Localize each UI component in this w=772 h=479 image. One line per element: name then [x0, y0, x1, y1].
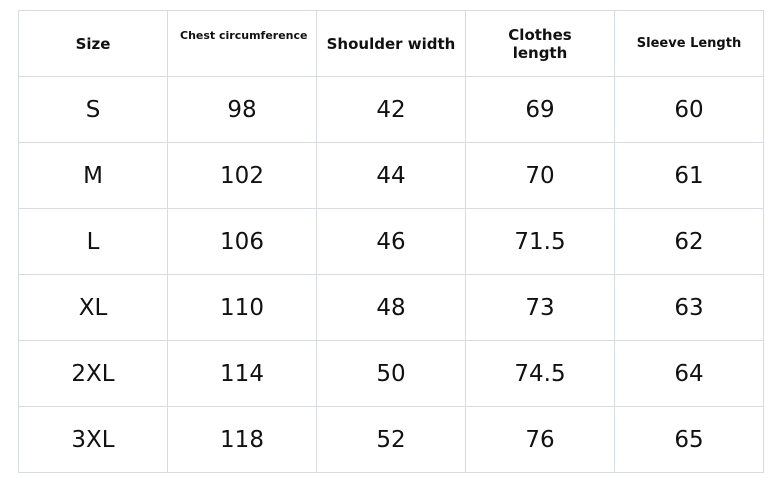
- table-row: S 98 42 69 60: [18, 76, 764, 143]
- header-length: Clothes length: [465, 10, 615, 77]
- table-cell: 63: [614, 274, 764, 341]
- table-cell: 3XL: [18, 406, 168, 473]
- header-size: Size: [18, 10, 168, 77]
- table-cell: 62: [614, 208, 764, 275]
- table-cell: 52: [316, 406, 466, 473]
- table-row: M 102 44 70 61: [18, 142, 764, 209]
- table-cell: 2XL: [18, 340, 168, 407]
- table-cell: S: [18, 76, 168, 143]
- table-cell: 50: [316, 340, 466, 407]
- table-cell: M: [18, 142, 168, 209]
- table-cell: 114: [167, 340, 317, 407]
- table-cell: 60: [614, 76, 764, 143]
- size-chart-table: Size Chest circumference Shoulder width …: [18, 10, 764, 473]
- table-cell: 42: [316, 76, 466, 143]
- table-cell: 76: [465, 406, 615, 473]
- table-row: 2XL 114 50 74.5 64: [18, 340, 764, 407]
- table-cell: 65: [614, 406, 764, 473]
- header-sleeve: Sleeve Length: [614, 10, 764, 77]
- table-cell: 118: [167, 406, 317, 473]
- table-cell: 44: [316, 142, 466, 209]
- header-row: Size Chest circumference Shoulder width …: [18, 10, 764, 77]
- table-cell: 70: [465, 142, 615, 209]
- table-cell: 46: [316, 208, 466, 275]
- header-chest: Chest circumference: [167, 10, 317, 77]
- table-cell: L: [18, 208, 168, 275]
- table-cell: 102: [167, 142, 317, 209]
- table-cell: 64: [614, 340, 764, 407]
- table-cell: 61: [614, 142, 764, 209]
- table-row: 3XL 118 52 76 65: [18, 406, 764, 473]
- table-row: XL 110 48 73 63: [18, 274, 764, 341]
- table-cell: 69: [465, 76, 615, 143]
- table-cell: 98: [167, 76, 317, 143]
- table-cell: 110: [167, 274, 317, 341]
- header-shoulder: Shoulder width: [316, 10, 466, 77]
- table-cell: 71.5: [465, 208, 615, 275]
- table-cell: 106: [167, 208, 317, 275]
- table-cell: 48: [316, 274, 466, 341]
- table-cell: 74.5: [465, 340, 615, 407]
- table-cell: XL: [18, 274, 168, 341]
- table-cell: 73: [465, 274, 615, 341]
- table-row: L 106 46 71.5 62: [18, 208, 764, 275]
